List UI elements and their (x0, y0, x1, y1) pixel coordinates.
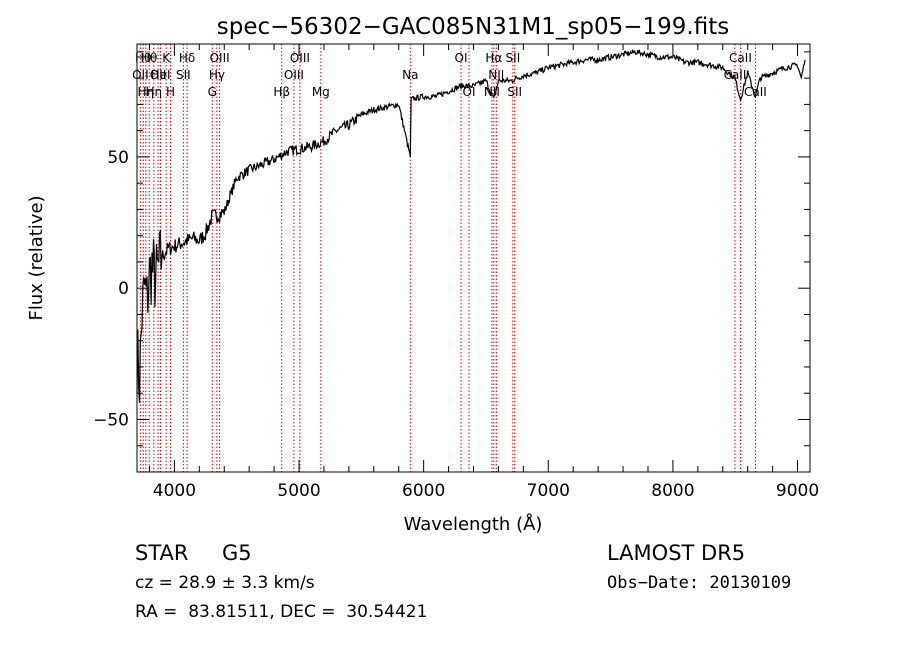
line-marker-label: OII (150, 68, 167, 82)
line-marker-label: OI (455, 51, 468, 65)
line-marker-label: Hβ (273, 85, 290, 99)
x-tick-label: 9000 (776, 481, 819, 501)
y-tick-label: 50 (107, 148, 129, 168)
line-marker-label: Hη (146, 85, 163, 99)
line-marker-labels: OIIHθHηHθHηOIIHeIKHSIIHδGHγOIIIHβOIIIOII… (132, 51, 767, 99)
observation-date: Obs−Date: 20130109 (607, 573, 792, 593)
line-marker-label: Hδ (179, 51, 195, 65)
object-subclass: G5 (222, 541, 252, 565)
line-marker-label: HeI (151, 68, 171, 82)
line-marker-label: Mg (312, 85, 330, 99)
line-marker-label: NII (488, 68, 504, 82)
axes: 4000 5000 6000 7000 8000 9000 −50 0 50 (93, 43, 819, 501)
x-tick-label: 8000 (651, 481, 694, 501)
object-class: STAR (135, 541, 189, 565)
line-marker-label: CaII (744, 85, 767, 99)
y-tick-label: −50 (93, 410, 129, 430)
line-marker-label: OII (132, 68, 149, 82)
y-axis-label: Flux (relative) (26, 195, 47, 320)
x-axis-label: Wavelength (Å) (404, 513, 543, 535)
x-tick-label: 6000 (402, 481, 445, 501)
line-marker-label: Hγ (209, 68, 225, 82)
y-tick-label: 0 (118, 279, 129, 299)
line-marker-label: SII (506, 51, 521, 65)
line-marker-label: OI (463, 85, 476, 99)
line-marker-label: OIII (284, 68, 304, 82)
line-markers (139, 44, 756, 472)
line-marker-label: CaII (729, 51, 752, 65)
line-marker-label: Na (402, 68, 418, 82)
line-marker-label: OIII (210, 51, 230, 65)
line-marker-label: OIII (290, 51, 310, 65)
line-marker-label: K (162, 51, 171, 65)
chart-title: spec−56302−GAC085N31M1_sp05−199.fits (217, 14, 729, 40)
line-marker-label: Hα (485, 51, 502, 65)
line-marker-label: H (166, 85, 175, 99)
x-tick-label: 7000 (527, 481, 570, 501)
line-marker-label: G (208, 85, 217, 99)
line-marker-label: Hθ (141, 51, 157, 65)
line-marker-label: Hη (138, 85, 155, 99)
line-marker-label: SII (507, 85, 522, 99)
x-tick-label: 5000 (277, 481, 320, 501)
line-marker-label: SII (176, 68, 191, 82)
x-tick-label: 4000 (153, 481, 196, 501)
survey-label: LAMOST DR5 (607, 541, 746, 565)
spectrum-line (136, 49, 806, 403)
line-marker-label: CaII (724, 68, 747, 82)
redshift-velocity: cz = 28.9 ± 3.3 km/s (135, 573, 315, 593)
plot-frame (136, 43, 811, 473)
line-marker-label: Hθ (135, 51, 151, 65)
coordinates: RA = 83.81511, DEC = 30.54421 (135, 602, 428, 622)
